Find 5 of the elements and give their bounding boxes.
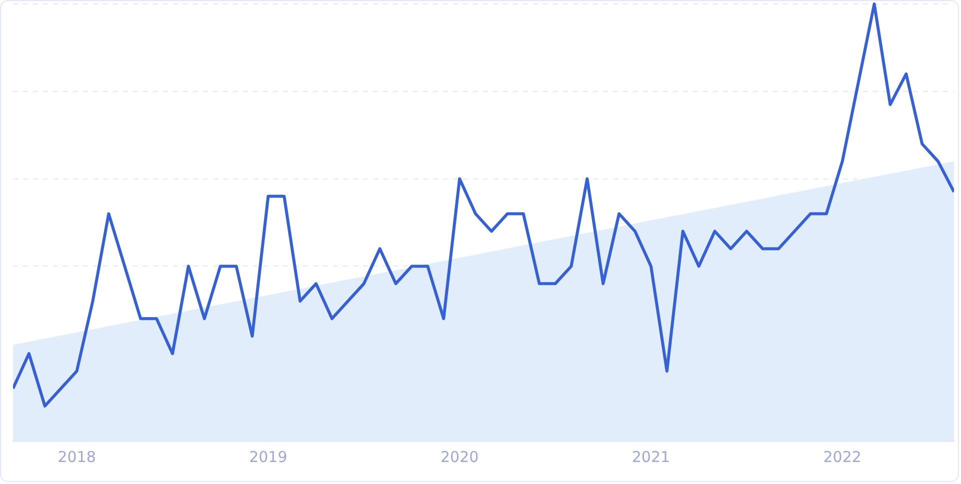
x-tick-label: 2022 <box>823 448 862 466</box>
x-tick-label: 2018 <box>58 448 96 466</box>
x-tick-label: 2021 <box>632 448 670 466</box>
x-tick-label: 2019 <box>249 448 288 466</box>
x-tick-label: 2020 <box>440 448 479 466</box>
